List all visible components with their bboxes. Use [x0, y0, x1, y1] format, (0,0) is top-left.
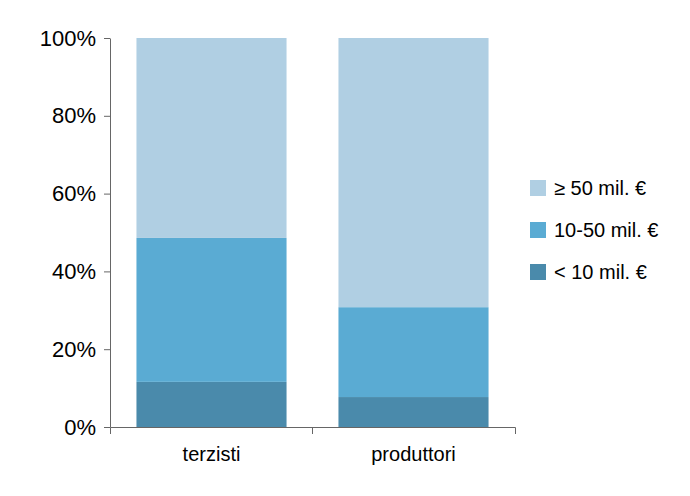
x-tick-label: produttori	[371, 443, 456, 465]
y-tick-label: 40%	[52, 259, 96, 284]
x-separator	[312, 427, 313, 434]
bar-segment	[136, 238, 286, 382]
x-tick: produttori	[371, 443, 456, 465]
legend-label: 10-50 mil. €	[554, 219, 659, 241]
chart: 0% 20% 40% 60% 80% 100% terzisti produttori ≥ 50…	[0, 0, 690, 496]
legend-label: ≥ 50 mil. €	[554, 177, 646, 199]
bars	[136, 38, 488, 427]
x-tick-label: terzisti	[183, 443, 241, 465]
y-axis: 0% 20% 40% 60% 80% 100%	[40, 26, 111, 440]
y-tick-label: 80%	[52, 103, 96, 128]
y-tick-label: 0%	[64, 415, 96, 440]
x-axis: terzisti produttori	[111, 428, 516, 466]
legend-swatch	[530, 180, 546, 196]
y-tick-mark	[104, 427, 110, 428]
x-tick: terzisti	[183, 443, 241, 465]
legend-swatch	[530, 264, 546, 280]
y-tick: 20%	[52, 337, 110, 362]
bar-segment	[136, 382, 286, 427]
y-tick-label: 100%	[40, 26, 96, 51]
legend: ≥ 50 mil. € 10-50 mil. € < 10 mil. €	[530, 177, 659, 283]
y-tick: 80%	[52, 103, 110, 128]
y-tick-mark	[104, 38, 110, 39]
x-axis-line	[111, 428, 516, 435]
bar-segment	[338, 397, 488, 427]
y-tick-mark	[104, 194, 110, 195]
y-tick: 40%	[52, 259, 110, 284]
bar-segment	[338, 307, 488, 397]
y-tick-label: 60%	[52, 181, 96, 206]
y-tick: 0%	[64, 415, 110, 440]
y-tick-mark	[104, 271, 110, 272]
legend-swatch	[530, 222, 546, 238]
y-tick: 100%	[40, 26, 110, 51]
y-tick: 60%	[52, 181, 110, 206]
y-tick-label: 20%	[52, 337, 96, 362]
y-axis-line	[110, 39, 111, 428]
bar-segment	[136, 38, 286, 238]
legend-label: < 10 mil. €	[554, 261, 647, 283]
bar-segment	[338, 38, 488, 307]
y-tick-mark	[104, 116, 110, 117]
y-tick-mark	[104, 349, 110, 350]
